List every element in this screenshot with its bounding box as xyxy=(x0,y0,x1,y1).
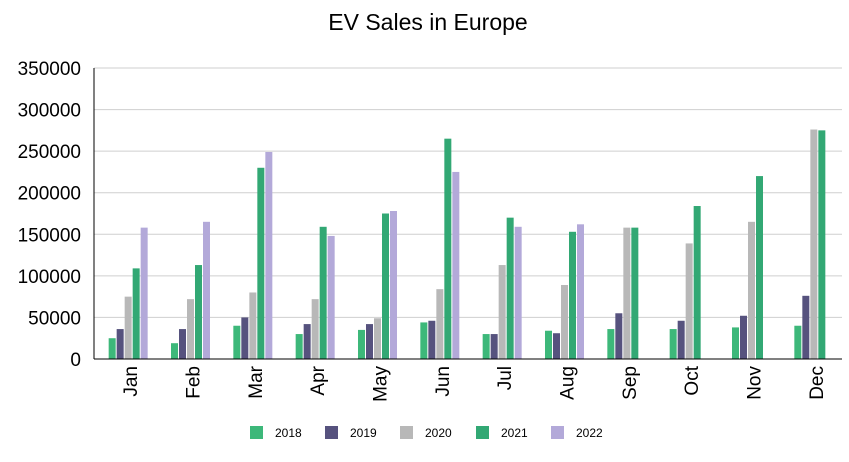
bars xyxy=(108,129,826,359)
y-axis-ticks: 0 50000 100000 150000 200000 250000 300000 3500… xyxy=(18,59,81,371)
bar-2018-Oct xyxy=(669,329,677,359)
legend-label-2022: 2022 xyxy=(576,426,603,440)
y-tick-label-100000: 100000 xyxy=(18,267,81,288)
bar-2019-Jan xyxy=(116,329,124,359)
legend-label-2021: 2021 xyxy=(501,426,528,440)
bar-2021-Aug xyxy=(569,231,576,359)
bar-2019-Sep xyxy=(615,313,623,359)
gridlines xyxy=(94,67,842,318)
bar-2020-Apr xyxy=(311,299,319,359)
bar-2018-Jan xyxy=(108,338,116,359)
x-tick-label-Jul: Jul xyxy=(495,366,516,390)
bar-2021-Oct xyxy=(693,206,701,359)
bar-2020-Jun xyxy=(436,289,444,359)
y-tick-label-200000: 200000 xyxy=(18,184,81,205)
legend-swatch-2021 xyxy=(476,426,489,439)
legend-label-2018: 2018 xyxy=(275,426,302,440)
bar-2019-May xyxy=(366,324,373,359)
bar-2018-Nov xyxy=(732,327,739,359)
x-tick-label-Nov: Nov xyxy=(745,366,766,400)
bar-2021-Mar xyxy=(257,167,265,359)
bar-2018-Dec xyxy=(794,325,802,359)
bar-2021-Feb xyxy=(195,265,202,359)
x-tick-label-Sep: Sep xyxy=(620,366,641,400)
y-tick-label-50000: 50000 xyxy=(28,308,81,329)
bar-2019-Oct xyxy=(677,320,685,359)
x-tick-label-Jan: Jan xyxy=(121,366,142,397)
bar-2018-Apr xyxy=(295,334,303,359)
bar-2022-Jan xyxy=(140,227,148,359)
x-tick-label-Dec: Dec xyxy=(807,366,828,400)
bar-2019-Feb xyxy=(179,329,186,359)
y-tick-label-150000: 150000 xyxy=(18,225,81,246)
y-tick-label-300000: 300000 xyxy=(18,101,81,122)
x-tick-label-Mar: Mar xyxy=(246,365,267,398)
y-tick-label-350000: 350000 xyxy=(18,59,81,80)
bar-2021-Nov xyxy=(756,176,763,359)
bar-2022-May xyxy=(390,211,397,359)
bar-2021-Dec xyxy=(818,130,826,359)
legend-label-2019: 2019 xyxy=(350,426,377,440)
x-tick-label-Apr: Apr xyxy=(308,365,329,395)
bar-2021-May xyxy=(382,213,389,359)
bar-2019-Dec xyxy=(802,295,810,359)
bar-2020-Aug xyxy=(561,285,568,359)
bar-2022-Mar xyxy=(265,151,273,359)
bar-2018-Aug xyxy=(545,330,552,359)
bar-2019-Nov xyxy=(740,315,747,359)
bar-2020-Jan xyxy=(124,296,132,359)
bar-2018-Sep xyxy=(607,329,615,359)
bar-2018-May xyxy=(358,329,365,359)
bar-2020-May xyxy=(374,318,381,359)
legend-label-2020: 2020 xyxy=(425,426,452,440)
bar-2022-Jun xyxy=(452,171,460,359)
bar-2018-Mar xyxy=(233,325,241,359)
bar-2021-Apr xyxy=(319,226,327,359)
x-tick-label-Jun: Jun xyxy=(433,366,454,397)
legend: 2018 2019 2020 2021 2022 xyxy=(250,426,603,440)
bar-2022-Feb xyxy=(203,221,210,359)
x-tick-label-Oct: Oct xyxy=(682,365,703,395)
bar-2019-Jul xyxy=(490,334,498,359)
bar-2020-Oct xyxy=(685,243,693,359)
bar-2019-Aug xyxy=(553,333,560,359)
bar-2020-Nov xyxy=(748,221,755,359)
chart-title: EV Sales in Europe xyxy=(328,9,527,35)
x-tick-label-Feb: Feb xyxy=(184,366,205,399)
bar-2018-Feb xyxy=(171,343,178,359)
bar-2019-Mar xyxy=(241,317,249,359)
bar-2018-Jun xyxy=(420,322,428,359)
bar-2020-Mar xyxy=(249,292,257,359)
bar-2020-Jul xyxy=(498,265,506,359)
bar-2020-Dec xyxy=(810,129,818,359)
legend-swatch-2022 xyxy=(551,426,564,439)
bar-2022-Apr xyxy=(327,235,335,359)
bar-2021-Jun xyxy=(444,138,452,359)
bar-2020-Feb xyxy=(187,299,194,359)
y-tick-label-250000: 250000 xyxy=(18,142,81,163)
x-tick-label-Aug: Aug xyxy=(558,366,579,400)
legend-swatch-2018 xyxy=(250,426,263,439)
bar-2022-Aug xyxy=(577,224,584,359)
x-axis-ticks: Jan Feb Mar Apr May Jun Jul Aug Sep Oct Nov Dec xyxy=(121,365,828,402)
bar-2020-Sep xyxy=(623,227,631,359)
bar-2021-Jan xyxy=(132,268,140,359)
x-tick-label-May: May xyxy=(371,366,392,402)
bar-2021-Sep xyxy=(631,227,639,359)
bar-2019-Jun xyxy=(428,320,436,359)
bar-2018-Jul xyxy=(482,334,490,359)
bar-2021-Jul xyxy=(506,217,514,359)
bar-2019-Apr xyxy=(303,324,311,359)
y-tick-label-0: 0 xyxy=(70,350,81,371)
bar-2022-Jul xyxy=(514,226,522,359)
legend-swatch-2019 xyxy=(325,426,338,439)
legend-swatch-2020 xyxy=(400,426,413,439)
